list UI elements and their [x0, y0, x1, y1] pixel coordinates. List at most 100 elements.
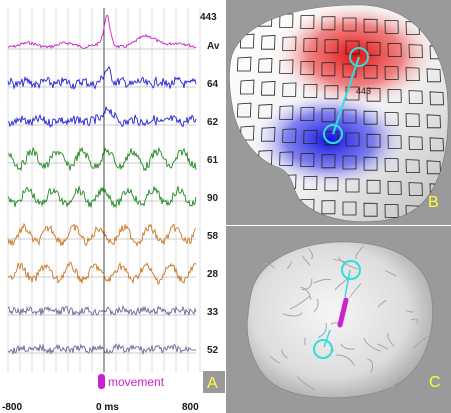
- electrode-square: [342, 109, 357, 124]
- sulcus-line: [313, 298, 319, 312]
- electrode-square: [387, 88, 402, 103]
- electrode-square: [321, 62, 336, 77]
- electrode-square: [324, 177, 339, 192]
- channel-label: 58: [207, 231, 219, 242]
- sulcus-line: [406, 309, 413, 313]
- electrode-square: [261, 81, 276, 96]
- sulcus-line: [281, 348, 288, 359]
- electrode-square: [279, 13, 294, 28]
- panel-a-letter: A: [207, 375, 218, 392]
- channel-label: 28: [207, 269, 219, 280]
- electrode-connector: [332, 56, 360, 135]
- electrode-square: [345, 40, 360, 55]
- electrode-square: [405, 159, 420, 174]
- sulcus-line: [262, 263, 276, 269]
- electrode-square: [405, 67, 420, 81]
- electrode-square: [366, 87, 381, 102]
- sulcus-line: [412, 334, 431, 350]
- electrode-square: [366, 133, 381, 148]
- channel-label: 33: [207, 307, 219, 318]
- sulcus-line: [355, 246, 364, 260]
- electrode-square: [324, 85, 339, 100]
- sulcus-line: [334, 278, 349, 291]
- panel-c-letter: C: [429, 374, 441, 391]
- electrode-square: [384, 65, 399, 80]
- sulcus-line: [269, 355, 281, 364]
- panel-a-letter-box: [203, 371, 225, 393]
- brain-electrode-connector-lower: [323, 329, 331, 348]
- electrode-square: [279, 105, 294, 120]
- sulcus-line: [377, 299, 387, 308]
- electrode-square: [384, 157, 399, 172]
- panel-c-brain-surface: C: [226, 226, 451, 413]
- sulcus-line: [317, 322, 327, 338]
- sulcus-line: [301, 278, 313, 290]
- electrode-square: [345, 178, 360, 193]
- channel-trace: [7, 343, 197, 356]
- electrode-square: [258, 58, 273, 73]
- electrode-square: [366, 41, 381, 56]
- electrode-square: [408, 90, 423, 104]
- channel-trace: [7, 65, 197, 90]
- sulcus-line: [333, 258, 347, 263]
- electrode-square: [303, 37, 318, 52]
- movement-marker: [98, 374, 105, 389]
- electrode-square: [342, 63, 357, 78]
- electrode-square: [300, 152, 315, 168]
- sulcus-line: [367, 358, 374, 373]
- channel-label: 62: [207, 117, 219, 128]
- sulcus-line: [335, 354, 356, 367]
- electrode-square: [239, 33, 255, 49]
- panel-b-electrode-grid: 443 B: [226, 0, 451, 225]
- channel-traces: [7, 14, 197, 356]
- channel-trace: [7, 106, 197, 129]
- electrode-square: [387, 134, 402, 149]
- sulcus-line: [286, 260, 293, 270]
- electrode-square: [279, 151, 294, 166]
- sulcus-line: [390, 373, 404, 390]
- electrode-square: [429, 137, 444, 152]
- axis-start-label: -800: [2, 402, 22, 413]
- brain-electrode-marker-lower: [313, 339, 333, 359]
- electrode-square: [342, 201, 357, 216]
- electrode-square: [342, 155, 357, 170]
- electrode-square: [405, 113, 420, 127]
- channel-label: Av: [207, 41, 220, 52]
- panel-a-background: [0, 0, 225, 413]
- sulcus-line: [300, 286, 312, 300]
- movement-cortex-marker: [337, 297, 349, 328]
- panel-a-traces: Av 64 62 61 90 58 28 33 52 443 movement A -800 0…: [0, 0, 225, 413]
- electrode-square: [282, 128, 297, 143]
- sulcus-line: [313, 278, 331, 284]
- electrode-square: [236, 56, 252, 72]
- electrode-square: [282, 82, 297, 97]
- channel-trace: [7, 14, 197, 50]
- electrode-square: [282, 36, 297, 51]
- electrode-square: [342, 17, 357, 32]
- electrode-square: [236, 102, 252, 118]
- electrode-square: [408, 44, 423, 58]
- electrode-square: [429, 91, 444, 106]
- electrode-square: [363, 110, 378, 125]
- electrode-square: [321, 108, 336, 123]
- channel-trace: [7, 146, 197, 172]
- electrode-square: [408, 136, 423, 151]
- channel-label: 52: [207, 345, 219, 356]
- electrode-square: [384, 19, 399, 34]
- channel-trace: [7, 261, 197, 285]
- electrode-square: [321, 16, 336, 31]
- electrode-square: [363, 64, 378, 79]
- electrode-square: [387, 180, 402, 195]
- electrode-square: [300, 14, 315, 30]
- electrode-square: [426, 114, 441, 129]
- electrode-square: [363, 156, 378, 171]
- channel-label: 64: [207, 79, 219, 90]
- electrode-square: [261, 35, 276, 50]
- electrode-square: [387, 42, 402, 57]
- channel-trace: [7, 305, 197, 317]
- electrode-marker-lower: [323, 124, 343, 144]
- sulcus-line: [377, 343, 389, 350]
- electrode-square: [366, 179, 381, 194]
- axis-zero-label: 0 ms: [96, 402, 119, 413]
- channel-baselines: [8, 48, 196, 354]
